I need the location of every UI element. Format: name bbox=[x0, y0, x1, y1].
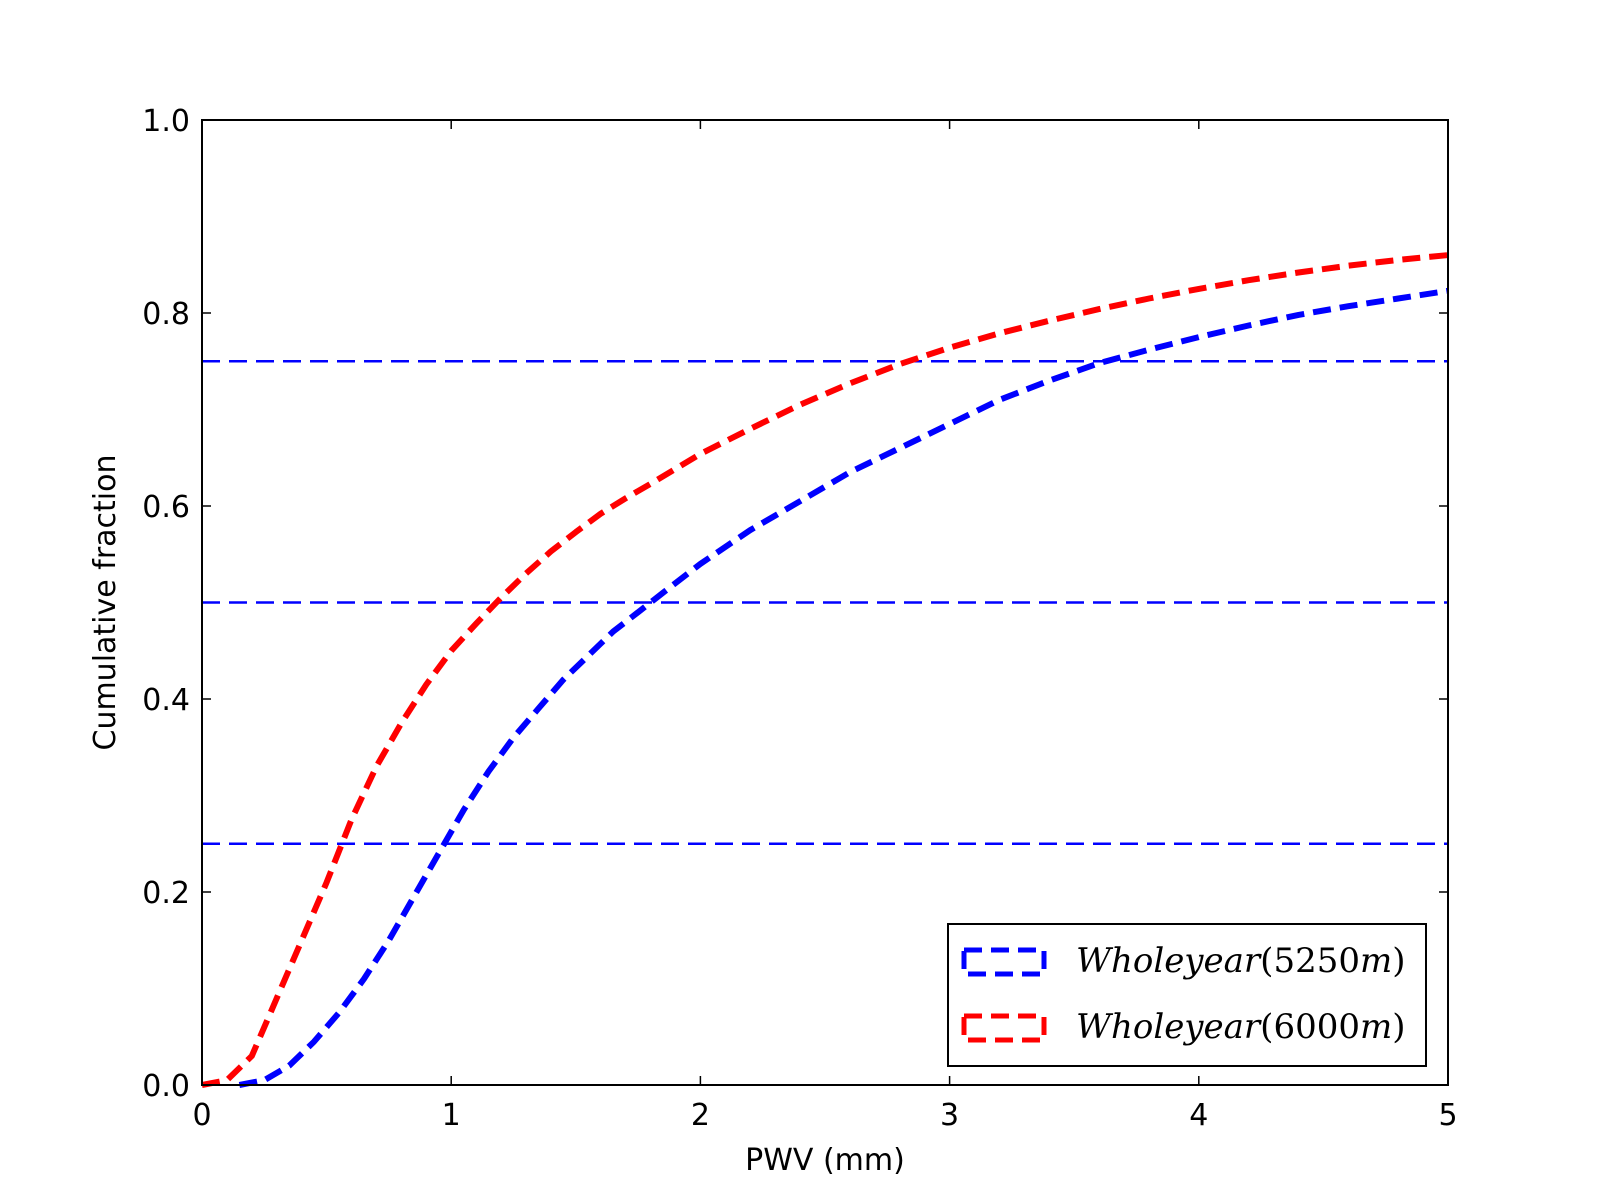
x-tick-label: 3 bbox=[940, 1098, 959, 1133]
y-tick-label: 0.6 bbox=[142, 490, 190, 525]
legend-label-1: Wholeyear(5250m) bbox=[1076, 941, 1405, 981]
x-tick-label: 5 bbox=[1438, 1098, 1457, 1133]
series-lines bbox=[201, 252, 1449, 1088]
y-axis-ticks: 0.0 0.2 0.4 0.6 0.8 1.0 bbox=[142, 104, 1448, 1104]
y-tick-label: 0.2 bbox=[142, 876, 190, 911]
y-axis-label: Cumulative fraction bbox=[88, 454, 123, 750]
x-tick-label: 4 bbox=[1189, 1098, 1208, 1133]
series-line-2 bbox=[201, 252, 1449, 1088]
x-tick-label: 0 bbox=[192, 1098, 211, 1133]
y-tick-label: 1.0 bbox=[142, 104, 190, 139]
x-axis-label: PWV (mm) bbox=[745, 1143, 905, 1178]
series-line-1 bbox=[238, 287, 1449, 1088]
legend-swatch-2 bbox=[961, 1013, 1047, 1043]
x-tick-label: 2 bbox=[691, 1098, 710, 1133]
reference-lines bbox=[202, 360, 1448, 845]
legend-swatch-1 bbox=[961, 947, 1047, 977]
x-axis-ticks: 0 1 2 3 4 5 bbox=[192, 120, 1458, 1133]
y-tick-label: 0.0 bbox=[142, 1069, 190, 1104]
legend: Wholeyear(5250m) Wholeyear(6000m) bbox=[947, 923, 1427, 1067]
y-tick-label: 0.8 bbox=[142, 297, 190, 332]
legend-label-2: Wholeyear(6000m) bbox=[1076, 1007, 1405, 1047]
plot-frame bbox=[201, 119, 1449, 1086]
x-tick-label: 1 bbox=[442, 1098, 461, 1133]
y-tick-label: 0.4 bbox=[142, 683, 190, 718]
